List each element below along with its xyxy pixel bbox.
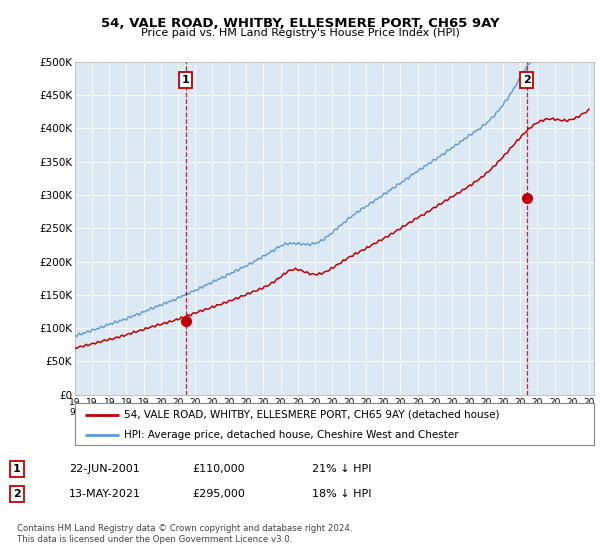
Text: 2: 2 [13, 489, 20, 499]
Text: £295,000: £295,000 [192, 489, 245, 499]
Text: £110,000: £110,000 [192, 464, 245, 474]
Text: 1: 1 [182, 75, 190, 85]
Text: This data is licensed under the Open Government Licence v3.0.: This data is licensed under the Open Gov… [17, 535, 292, 544]
Text: 54, VALE ROAD, WHITBY, ELLESMERE PORT, CH65 9AY (detached house): 54, VALE ROAD, WHITBY, ELLESMERE PORT, C… [124, 410, 500, 420]
Text: 2: 2 [523, 75, 530, 85]
Text: 22-JUN-2001: 22-JUN-2001 [69, 464, 140, 474]
Text: 18% ↓ HPI: 18% ↓ HPI [312, 489, 371, 499]
Text: Price paid vs. HM Land Registry's House Price Index (HPI): Price paid vs. HM Land Registry's House … [140, 28, 460, 38]
Text: 1: 1 [13, 464, 20, 474]
Text: 54, VALE ROAD, WHITBY, ELLESMERE PORT, CH65 9AY: 54, VALE ROAD, WHITBY, ELLESMERE PORT, C… [101, 17, 499, 30]
Text: 21% ↓ HPI: 21% ↓ HPI [312, 464, 371, 474]
Text: HPI: Average price, detached house, Cheshire West and Chester: HPI: Average price, detached house, Ches… [124, 430, 459, 440]
Text: Contains HM Land Registry data © Crown copyright and database right 2024.: Contains HM Land Registry data © Crown c… [17, 524, 352, 533]
Text: 13-MAY-2021: 13-MAY-2021 [69, 489, 141, 499]
